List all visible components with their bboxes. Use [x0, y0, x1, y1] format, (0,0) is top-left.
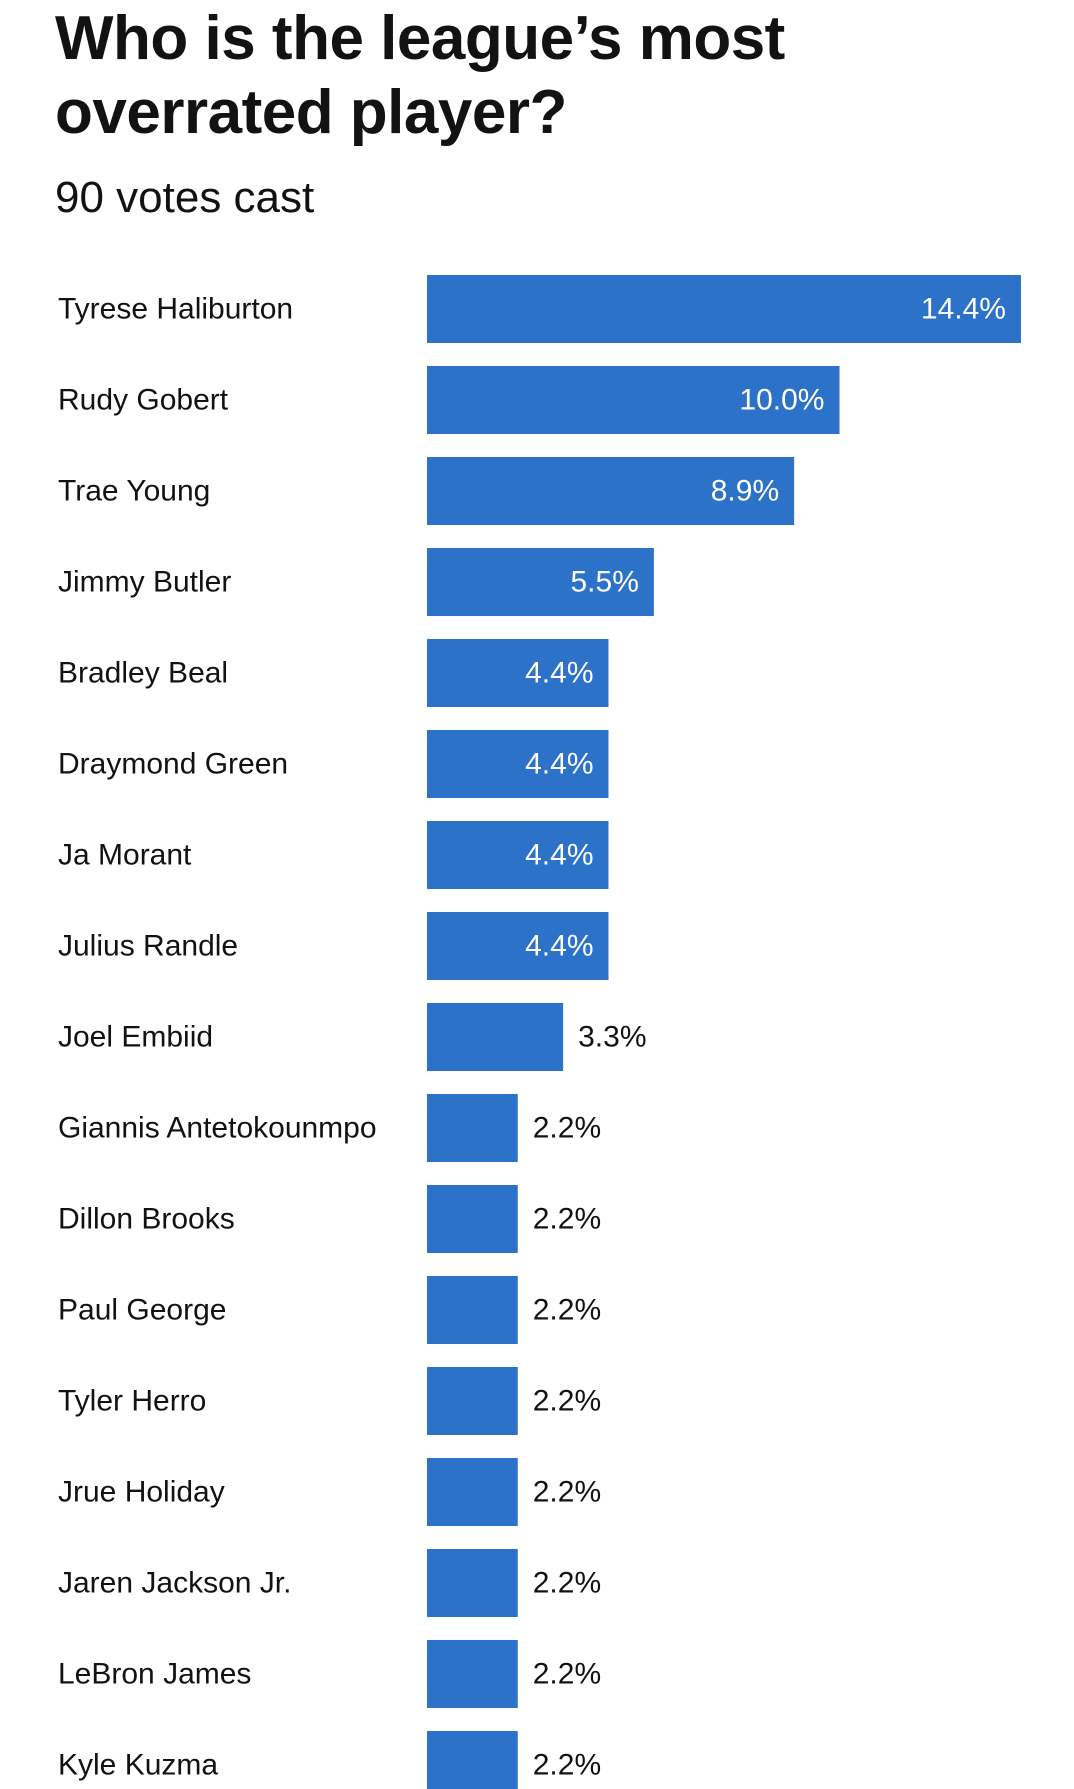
category-label: Jimmy Butler: [58, 566, 231, 599]
bar: [427, 912, 609, 980]
value-label: 4.4%: [525, 748, 593, 781]
category-label: Trae Young: [58, 475, 210, 508]
category-label: Bradley Beal: [58, 657, 228, 690]
value-label: 14.4%: [921, 293, 1006, 326]
value-label: 10.0%: [739, 384, 824, 417]
category-label: Ja Morant: [58, 839, 192, 872]
value-label: 2.2%: [533, 1385, 601, 1418]
bar: [427, 730, 609, 798]
value-label: 4.4%: [525, 657, 593, 690]
bar: [427, 1549, 518, 1617]
value-label: 8.9%: [711, 475, 779, 508]
category-label: Dillon Brooks: [58, 1203, 235, 1236]
bar: [427, 1003, 564, 1071]
bar: [427, 1185, 518, 1253]
bar: [427, 548, 654, 616]
bar: [427, 366, 840, 434]
category-label: Giannis Antetokounmpo: [58, 1112, 377, 1145]
value-label: 3.3%: [578, 1021, 646, 1054]
bar: [427, 1640, 518, 1708]
bar: [427, 1458, 518, 1526]
category-label: Tyrese Haliburton: [58, 293, 293, 326]
bar: [427, 639, 609, 707]
category-label: Draymond Green: [58, 748, 288, 781]
category-label: Paul George: [58, 1294, 226, 1327]
category-label: Rudy Gobert: [58, 384, 229, 417]
category-label: Tyler Herro: [58, 1385, 206, 1418]
category-label: Jaren Jackson Jr.: [58, 1567, 291, 1600]
bar: [427, 821, 609, 889]
value-label: 2.2%: [533, 1658, 601, 1691]
category-label: Julius Randle: [58, 930, 238, 963]
value-label: 4.4%: [525, 839, 593, 872]
value-label: 2.2%: [533, 1749, 601, 1782]
bar: [427, 457, 795, 525]
chart-subtitle: 90 votes cast: [55, 173, 315, 222]
value-label: 2.2%: [533, 1203, 601, 1236]
category-label: Kyle Kuzma: [58, 1749, 218, 1782]
bar: [427, 1276, 518, 1344]
bar: [427, 1367, 518, 1435]
value-label: 2.2%: [533, 1476, 601, 1509]
value-label: 2.2%: [533, 1567, 601, 1600]
bar: [427, 275, 1021, 343]
bar: [427, 1731, 518, 1789]
bar: [427, 1094, 518, 1162]
category-label: LeBron James: [58, 1658, 251, 1691]
category-label: Jrue Holiday: [58, 1476, 225, 1509]
chart-title: Who is the league’s most overrated playe…: [55, 4, 785, 147]
category-label: Joel Embiid: [58, 1021, 213, 1054]
value-label: 2.2%: [533, 1294, 601, 1327]
value-label: 5.5%: [570, 566, 638, 599]
value-label: 2.2%: [533, 1112, 601, 1145]
value-label: 4.4%: [525, 930, 593, 963]
